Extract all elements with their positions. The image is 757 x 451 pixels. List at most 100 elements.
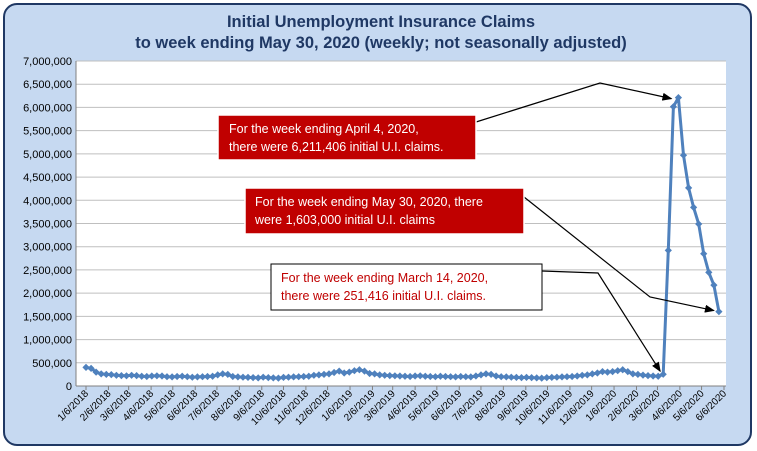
annotation-arrows	[475, 82, 715, 373]
data-point	[603, 368, 612, 376]
data-point	[290, 373, 298, 381]
data-point	[674, 94, 682, 102]
data-point	[447, 373, 455, 381]
data-point	[477, 371, 485, 379]
data-point	[239, 373, 247, 381]
chart-title: Initial Unemployment Insurance Claims	[227, 13, 535, 31]
data-point	[153, 372, 161, 380]
data-point	[325, 370, 333, 378]
data-point	[193, 373, 201, 381]
data-point	[300, 372, 308, 381]
data-point	[203, 372, 212, 381]
data-point	[97, 370, 105, 378]
data-point	[128, 371, 136, 379]
data-point	[649, 372, 657, 380]
data-point	[371, 370, 379, 378]
data-point	[563, 373, 571, 381]
data-point	[117, 372, 125, 380]
annotation-may-30-line1: For the week ending May 30, 2020, there	[255, 195, 483, 209]
data-point	[249, 374, 257, 382]
chart-frame: Initial Unemployment Insurance Claims to…	[3, 3, 752, 446]
annotation-may-30: For the week ending May 30, 2020, there …	[244, 187, 525, 235]
data-point	[224, 370, 232, 378]
data-point	[350, 367, 358, 375]
annotation-march-14: For the week ending March 14, 2020, ther…	[270, 263, 543, 311]
data-point	[244, 373, 252, 381]
data-point	[578, 371, 586, 379]
data-point	[335, 367, 343, 375]
data-point	[462, 373, 470, 381]
y-tick-label: 6,500,000	[23, 79, 72, 91]
y-tick-label: 7,000,000	[23, 56, 72, 68]
data-point	[133, 372, 141, 380]
chart-subtitle: to week ending May 30, 2020 (weekly; not…	[135, 34, 627, 52]
data-point	[219, 370, 227, 378]
data-point	[411, 372, 419, 380]
data-point	[143, 372, 151, 381]
data-point	[548, 373, 556, 381]
data-point	[396, 372, 404, 380]
y-axis-ticks: 0 500,000 1,000,000 1,500,000 2,000,000 2,500…	[23, 56, 72, 393]
data-point	[593, 369, 601, 377]
data-point	[431, 373, 439, 381]
data-point	[122, 372, 131, 380]
data-point	[507, 373, 515, 381]
data-point	[654, 372, 662, 380]
data-point	[441, 372, 450, 381]
data-point	[376, 371, 384, 379]
data-point	[538, 374, 546, 382]
annotation-may-30-line2: were 1,603,000 initial U.I. claims	[254, 213, 435, 227]
data-point	[588, 370, 596, 378]
data-point	[533, 374, 541, 382]
data-point	[274, 374, 282, 382]
y-tick-label: 5,500,000	[23, 126, 72, 138]
data-point	[320, 370, 328, 378]
data-point	[87, 364, 95, 372]
data-point	[340, 369, 348, 377]
data-point	[436, 372, 444, 380]
annotation-box-march-14	[270, 263, 543, 311]
data-point	[366, 369, 374, 378]
data-point	[259, 373, 267, 381]
x-axis-ticks: 1/6/20182/6/20183/6/20184/6/20185/6/2018…	[56, 386, 729, 428]
data-point	[705, 268, 713, 276]
data-point	[173, 372, 181, 381]
data-point	[355, 366, 363, 374]
data-point	[644, 372, 652, 380]
data-point	[138, 372, 146, 380]
annotation-april-4-line1: For the week ending April 4, 2020,	[229, 122, 419, 136]
y-tick-label: 4,500,000	[23, 172, 72, 184]
data-point	[158, 372, 166, 380]
y-tick-label: 3,500,000	[23, 219, 72, 231]
data-point	[659, 370, 667, 378]
data-point	[664, 246, 672, 254]
data-point	[426, 372, 434, 381]
data-point	[112, 371, 120, 379]
series-claims	[82, 94, 723, 382]
y-tick-label: 4,000,000	[23, 195, 72, 207]
data-point	[209, 372, 217, 380]
data-point	[452, 373, 460, 381]
data-point	[634, 370, 642, 378]
data-point	[695, 220, 703, 228]
data-point	[401, 372, 409, 380]
annotation-april-4: For the week ending April 4, 2020, there…	[217, 114, 477, 161]
data-point	[284, 373, 293, 381]
data-point	[421, 372, 429, 380]
data-point	[609, 368, 617, 376]
data-point	[715, 308, 723, 316]
data-point	[183, 373, 191, 381]
data-point	[254, 374, 262, 382]
data-point	[679, 151, 688, 159]
data-point	[198, 373, 207, 381]
data-point	[624, 368, 632, 376]
annotation-box-may-30	[244, 187, 525, 235]
data-point	[416, 372, 424, 380]
data-point	[391, 372, 399, 380]
data-point	[330, 368, 338, 377]
data-point	[168, 373, 176, 381]
data-point	[386, 372, 394, 380]
data-point	[573, 372, 581, 380]
data-point	[492, 372, 500, 380]
data-point	[92, 368, 100, 376]
